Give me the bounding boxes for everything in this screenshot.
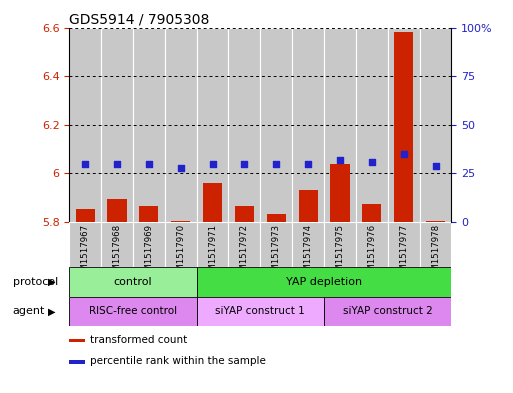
Bar bbox=[362, 204, 381, 222]
Text: RISC-free control: RISC-free control bbox=[89, 307, 177, 316]
Text: transformed count: transformed count bbox=[90, 334, 188, 345]
Point bbox=[113, 160, 121, 167]
Bar bbox=[69, 28, 101, 222]
Point bbox=[368, 159, 376, 165]
Text: GSM1517973: GSM1517973 bbox=[272, 224, 281, 283]
Bar bbox=[292, 222, 324, 267]
Text: GSM1517976: GSM1517976 bbox=[367, 224, 377, 283]
Point bbox=[336, 157, 344, 163]
Bar bbox=[324, 297, 451, 326]
Bar bbox=[69, 360, 85, 364]
Bar bbox=[196, 28, 228, 222]
Text: percentile rank within the sample: percentile rank within the sample bbox=[90, 356, 266, 366]
Bar bbox=[235, 206, 254, 222]
Bar bbox=[324, 28, 356, 222]
Bar bbox=[133, 28, 165, 222]
Bar bbox=[196, 297, 324, 326]
Bar bbox=[203, 183, 222, 222]
Bar bbox=[101, 222, 133, 267]
Bar bbox=[165, 28, 196, 222]
Bar bbox=[420, 28, 451, 222]
Bar bbox=[228, 28, 261, 222]
Bar bbox=[69, 222, 101, 267]
Text: GSM1517967: GSM1517967 bbox=[81, 224, 90, 283]
Bar bbox=[165, 222, 196, 267]
Point bbox=[304, 160, 312, 167]
Bar bbox=[394, 32, 413, 222]
Bar bbox=[267, 213, 286, 222]
Text: ▶: ▶ bbox=[48, 277, 55, 287]
Bar bbox=[356, 28, 388, 222]
Text: siYAP construct 1: siYAP construct 1 bbox=[215, 307, 305, 316]
Bar bbox=[324, 222, 356, 267]
Text: siYAP construct 2: siYAP construct 2 bbox=[343, 307, 432, 316]
Text: GDS5914 / 7905308: GDS5914 / 7905308 bbox=[69, 12, 210, 26]
Bar bbox=[299, 191, 318, 222]
Bar bbox=[420, 222, 451, 267]
Point bbox=[208, 160, 216, 167]
Point bbox=[431, 162, 440, 169]
Bar bbox=[292, 28, 324, 222]
Bar bbox=[196, 222, 228, 267]
Bar bbox=[140, 206, 159, 222]
Text: YAP depletion: YAP depletion bbox=[286, 277, 362, 287]
Bar bbox=[356, 222, 388, 267]
Bar bbox=[69, 339, 85, 342]
Bar bbox=[69, 297, 196, 326]
Bar bbox=[426, 221, 445, 222]
Text: GSM1517970: GSM1517970 bbox=[176, 224, 185, 283]
Text: protocol: protocol bbox=[13, 277, 58, 287]
Text: GSM1517969: GSM1517969 bbox=[144, 224, 153, 282]
Bar bbox=[261, 28, 292, 222]
Text: agent: agent bbox=[13, 307, 45, 316]
Bar bbox=[101, 28, 133, 222]
Text: GSM1517974: GSM1517974 bbox=[304, 224, 312, 283]
Bar bbox=[388, 28, 420, 222]
Bar bbox=[69, 267, 196, 297]
Text: GSM1517977: GSM1517977 bbox=[399, 224, 408, 283]
Point bbox=[81, 160, 89, 167]
Bar bbox=[330, 163, 349, 222]
Bar bbox=[75, 209, 95, 222]
Text: GSM1517968: GSM1517968 bbox=[112, 224, 122, 283]
Text: GSM1517975: GSM1517975 bbox=[336, 224, 344, 283]
Bar bbox=[228, 222, 261, 267]
Point bbox=[400, 151, 408, 157]
Point bbox=[272, 160, 281, 167]
Bar bbox=[196, 267, 451, 297]
Point bbox=[145, 160, 153, 167]
Text: GSM1517978: GSM1517978 bbox=[431, 224, 440, 283]
Bar bbox=[108, 199, 127, 222]
Text: GSM1517971: GSM1517971 bbox=[208, 224, 217, 283]
Bar bbox=[133, 222, 165, 267]
Text: ▶: ▶ bbox=[48, 307, 55, 316]
Text: GSM1517972: GSM1517972 bbox=[240, 224, 249, 283]
Point bbox=[240, 160, 248, 167]
Text: control: control bbox=[114, 277, 152, 287]
Bar bbox=[171, 221, 190, 222]
Point bbox=[176, 164, 185, 171]
Bar bbox=[388, 222, 420, 267]
Bar bbox=[261, 222, 292, 267]
